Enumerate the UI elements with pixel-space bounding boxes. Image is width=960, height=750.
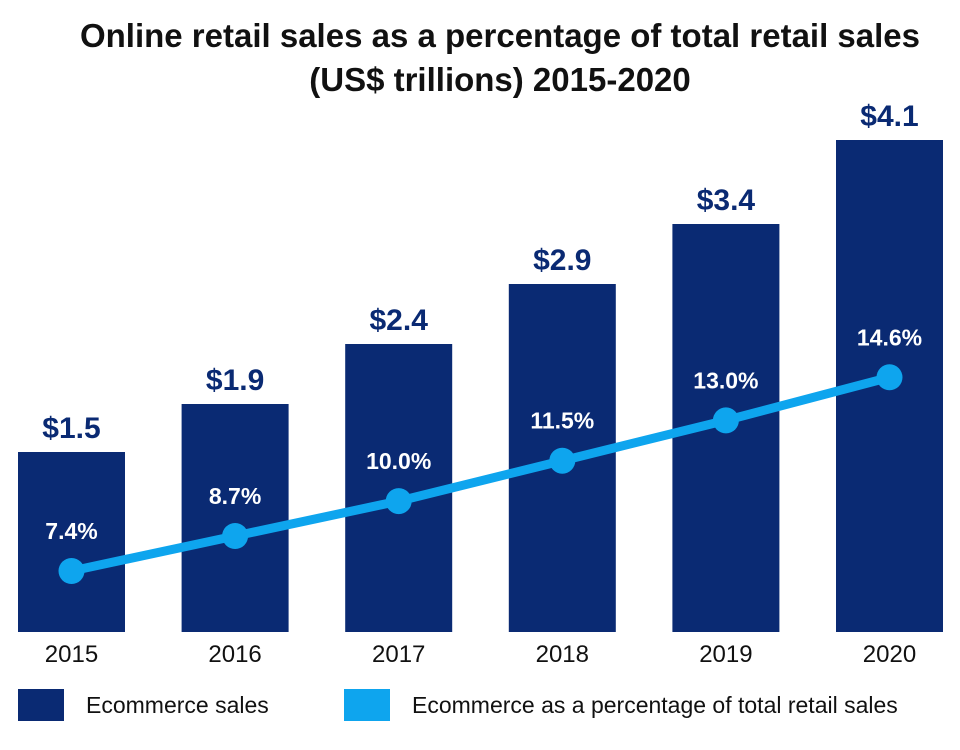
chart-title: Online retail sales as a percentage of t…: [0, 14, 960, 102]
percentage-label-2015: 7.4%: [45, 518, 97, 544]
bar-value-label-2018: $2.9: [533, 244, 591, 277]
bar-value-label-2019: $3.4: [697, 184, 756, 217]
bar-value-label-2015: $1.5: [42, 412, 100, 445]
percentage-point-2020: [876, 364, 903, 391]
percentage-label-2019: 13.0%: [693, 367, 758, 393]
bar-2015: [18, 452, 125, 632]
bar-value-label-2016: $1.9: [206, 364, 264, 397]
percentage-line: [67, 372, 894, 576]
legend-swatch-line: [344, 689, 390, 721]
legend-label-bars: Ecommerce sales: [86, 691, 269, 718]
percentage-label-2020: 14.6%: [857, 324, 922, 350]
x-tick-label-2018: 2018: [536, 641, 589, 668]
percentage-point-2018: [549, 447, 576, 474]
percentage-point-2017: [385, 488, 412, 515]
x-tick-label-2016: 2016: [208, 641, 261, 668]
x-tick-label-2015: 2015: [45, 641, 98, 668]
bar-value-label-2017: $2.4: [370, 304, 429, 337]
bar-value-label-2020: $4.1: [860, 100, 918, 133]
percentage-label-2017: 10.0%: [366, 448, 431, 474]
percentage-point-2015: [58, 558, 85, 584]
x-tick-label-2019: 2019: [699, 641, 752, 668]
chart-title-line1: Online retail sales as a percentage of t…: [79, 17, 921, 54]
legend-item-line: Ecommerce as a percentage of total retai…: [344, 688, 898, 722]
legend-swatch-bars: [18, 689, 64, 721]
chart-title-line2: (US$ trillions) 2015-2020: [309, 61, 691, 98]
percentage-label-2018: 11.5%: [530, 408, 594, 434]
legend-item-bars: Ecommerce sales: [18, 688, 269, 722]
x-tick-label-2020: 2020: [863, 641, 916, 668]
x-tick-label-2017: 2017: [372, 641, 425, 668]
bar-2016: [181, 404, 289, 632]
percentage-label-2016: 8.7%: [209, 483, 261, 509]
percentage-point-2019: [712, 407, 739, 434]
percentage-point-2016: [222, 523, 249, 549]
legend-label-line: Ecommerce as a percentage of total retai…: [412, 691, 898, 718]
